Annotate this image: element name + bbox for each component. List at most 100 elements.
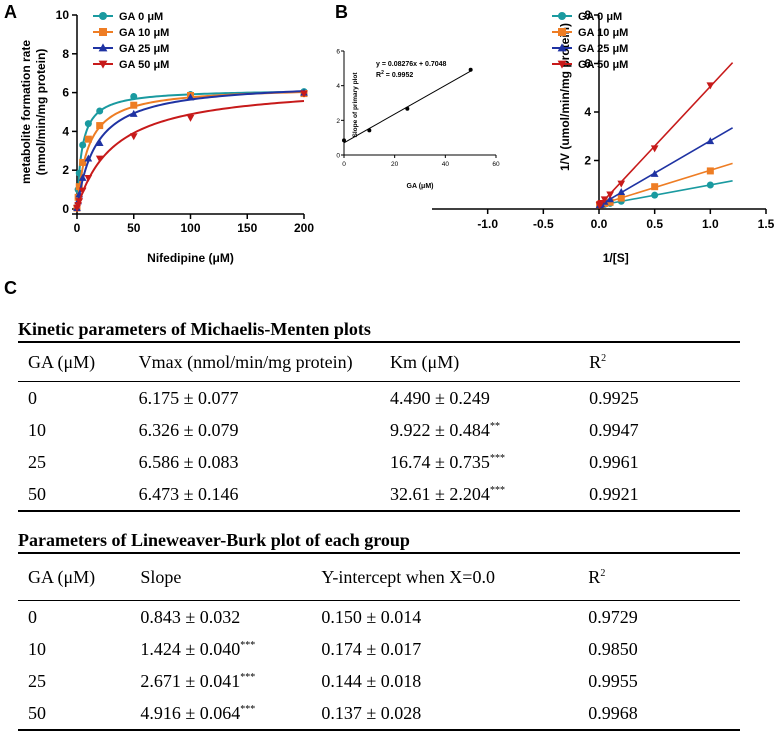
data-point [706,137,715,145]
r2-label: R [588,566,601,587]
table-row: 0 6.175 ± 0.077 4.490 ± 0.249 0.9925 [18,382,740,415]
km-value: 16.74 ± 0.735 [390,451,490,472]
cell-ga: 50 [18,697,141,731]
y-tick-label: 4 [336,83,340,90]
legend-marker [557,43,567,52]
r2-sup: 2 [601,352,607,364]
data-point [617,180,626,188]
cell-ga: 50 [18,478,139,512]
legend-label: GA 0 μM [119,11,163,23]
data-point [617,194,625,202]
data-point [706,181,714,189]
r2-sup: 2 [600,567,606,579]
y-tick-label: 10 [56,8,70,22]
cell-r2: 0.9961 [589,451,639,472]
data-point [468,67,473,72]
data-point [617,188,626,195]
table-row: 25 6.586 ± 0.083 16.74 ± 0.735*** 0.9961 [18,446,740,478]
y-tick-label: 2 [584,154,591,168]
data-point [130,92,138,100]
data-point [367,128,372,133]
cell-yintercept: 0.144 ± 0.018 [321,670,422,691]
legend-marker [558,28,566,36]
significance-mark: *** [489,484,505,496]
cell-ga: 0 [28,387,37,408]
x-tick-label: 60 [492,161,500,168]
legend-marker [99,28,107,36]
x-tick-label: 200 [294,221,314,235]
panel-label-a: A [4,2,17,22]
cell-r2: 0.9850 [588,638,638,659]
y-axis-label: Slope of primary plot [352,72,359,138]
data-point [84,135,92,143]
data-point [129,109,138,117]
legend-marker [99,12,107,20]
fit-curve [76,90,305,210]
data-point [74,202,82,210]
x-tick-label: 100 [180,221,200,235]
cell-r2: 0.9729 [588,606,638,627]
cell-vmax: 6.586 ± 0.083 [138,451,239,472]
y-axis-label: 1/V (umol/min/mg protein) [558,23,572,171]
col-header-ga: GA (μM) [18,341,139,382]
r-squared-symbol: R [376,72,381,79]
data-point [651,191,659,199]
x-tick-label: 0 [74,221,81,235]
y-tick-label: 0 [336,153,340,160]
legend-marker [557,60,567,69]
data-point [650,145,659,153]
col-header-km: Km (μM) [390,341,590,382]
data-point [95,155,104,163]
km-value: 4.490 ± 0.249 [390,387,490,408]
col-header-vmax: Vmax (nmol/min/mg protein) [138,341,391,382]
km-value: 9.922 ± 0.484 [390,419,490,440]
data-point [96,122,104,130]
col-header-r2: R2 [589,341,740,382]
data-point [300,90,308,98]
data-point [84,154,93,162]
legend-label: GA 50 μM [119,59,169,71]
y-axis-label: metabolite formation rate(nmol/min/mg pr… [19,40,48,184]
cell-km: 16.74 ± 0.735*** [390,446,589,478]
legend-label: GA 25 μM [578,43,628,55]
table-title: Kinetic parameters of Michaelis-Menten p… [18,319,371,339]
y-tick-label: 6 [62,86,69,100]
col-header-slope: Slope [140,552,322,601]
data-point [129,133,138,141]
table-lineweaver-burk: Parameters of Lineweaver-Burk plot of ea… [18,528,758,731]
table-row: 25 2.671 ± 0.041*** 0.144 ± 0.018 0.9955 [18,665,740,697]
cell-r2: 0.9925 [589,387,639,408]
legend-label: GA 25 μM [119,43,169,55]
data-point [130,101,138,109]
x-tick-label: 150 [237,221,257,235]
data-point [84,120,92,128]
y-axis-label-line: (nmol/min/mg protein) [34,49,48,176]
y-tick-label: 6 [584,57,591,71]
x-tick-label: -1.0 [477,217,498,231]
y-tick-label: 4 [584,105,591,119]
panel-label-b: B [335,2,348,22]
y-tick-label: 0 [62,202,69,216]
x-tick-label: 20 [391,161,399,168]
y-tick-label: 2 [62,163,69,177]
data-point [78,173,87,181]
cell-km: 32.61 ± 2.204*** [390,478,590,512]
data-point [706,167,714,175]
slope-value: 2.671 ± 0.041 [140,670,241,691]
data-point [75,198,84,206]
table-row: 10 1.424 ± 0.040*** 0.174 ± 0.017 0.9850 [18,633,740,665]
cell-yintercept: 0.174 ± 0.017 [321,638,422,659]
cell-ga: 0 [28,606,37,627]
table-michaelis-menten: Kinetic parameters of Michaelis-Menten p… [18,317,758,512]
cell-ga: 10 [28,638,46,659]
legend-marker [98,43,108,52]
significance-mark: *** [240,639,256,651]
cell-vmax: 6.175 ± 0.077 [138,387,239,408]
cell-km: 4.490 ± 0.249 [390,382,589,415]
km-value: 32.61 ± 2.204 [390,483,490,504]
x-tick-label: 0.5 [646,217,663,231]
cell-ga: 25 [28,451,46,472]
data-point [78,187,87,195]
